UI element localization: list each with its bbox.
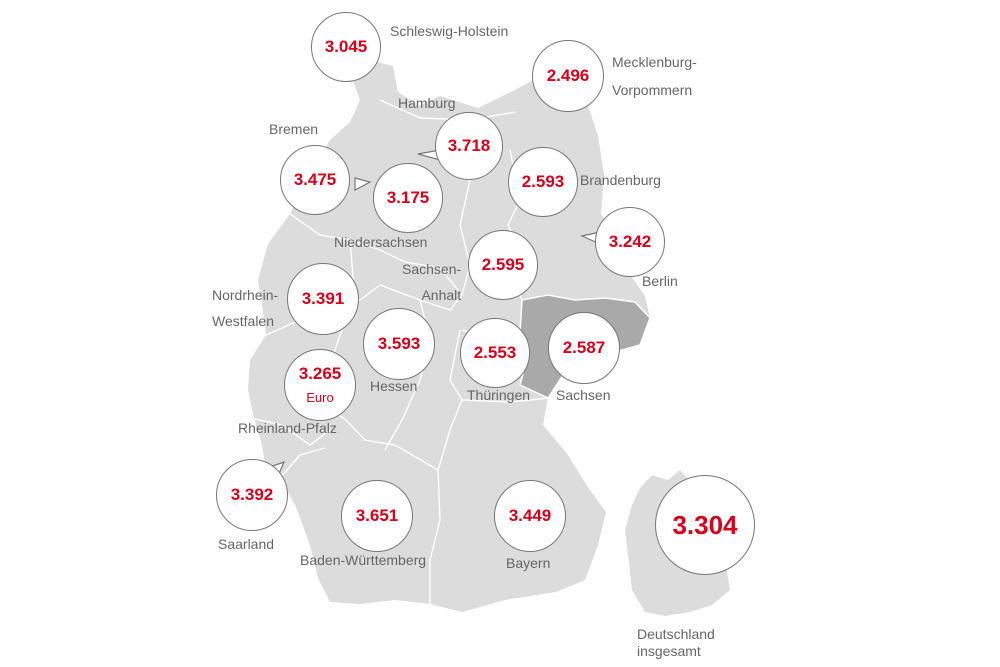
value-saarland: 3.392 bbox=[230, 484, 274, 504]
value-bremen: 3.475 bbox=[293, 169, 337, 189]
bubble-hessen: 3.593 bbox=[363, 308, 435, 380]
label-nordrhein-westfalen: Nordrhein- Westfalen bbox=[212, 287, 279, 329]
label-thueringen: Thüringen bbox=[467, 387, 531, 403]
label-deutschland-insgesamt: Deutschland insgesamt bbox=[637, 626, 715, 659]
label-baden-wuerttemberg: Baden-Württemberg bbox=[300, 552, 427, 568]
label-sachsen-anhalt: Sachsen- Anhalt bbox=[402, 261, 462, 303]
tail-bremen bbox=[354, 177, 372, 191]
value-thueringen: 2.553 bbox=[473, 342, 517, 362]
label-berlin: Berlin bbox=[642, 273, 678, 289]
label-hamburg: Hamburg bbox=[398, 95, 456, 111]
bubble-saarland: 3.392 bbox=[216, 459, 288, 531]
value-hamburg: 3.718 bbox=[447, 135, 491, 155]
bubble-nordrhein-westfalen: 3.391 bbox=[287, 263, 359, 335]
label-mecklenburg-vorpommern: Mecklenburg- Vorpommern bbox=[612, 54, 697, 98]
label-bremen: Bremen bbox=[269, 121, 319, 137]
bubble-niedersachsen: 3.175 bbox=[373, 163, 443, 233]
value-berlin: 3.242 bbox=[608, 231, 652, 251]
bubble-brandenburg: 2.593 bbox=[508, 147, 578, 217]
value-sachsen-anhalt: 2.595 bbox=[481, 254, 525, 274]
bubble-baden-wuerttemberg: 3.651 bbox=[341, 480, 413, 552]
value-schleswig-holstein: 3.045 bbox=[324, 36, 368, 56]
label-brandenburg: Brandenburg bbox=[580, 172, 661, 188]
value-niedersachsen: 3.175 bbox=[386, 187, 430, 207]
value-sachsen: 2.587 bbox=[562, 337, 606, 357]
label-hessen: Hessen bbox=[370, 378, 418, 394]
value-deutschland: 3.304 bbox=[672, 509, 738, 540]
label-sachsen: Sachsen bbox=[556, 387, 611, 403]
bubble-sachsen: 2.587 bbox=[548, 312, 620, 384]
bubble-deutschland: 3.304 bbox=[655, 475, 755, 575]
value-baden-wuerttemberg: 3.651 bbox=[355, 505, 399, 525]
value-rheinland-pfalz: 3.265 bbox=[298, 363, 342, 383]
bubble-bayern: 3.449 bbox=[494, 480, 566, 552]
bubble-mecklenburg-vorpommern: 2.496 bbox=[532, 40, 604, 112]
bubble-thueringen: 2.553 bbox=[460, 318, 530, 388]
value-hessen: 3.593 bbox=[377, 333, 421, 353]
bubble-schleswig-holstein: 3.045 bbox=[311, 12, 381, 82]
bubble-sachsen-anhalt: 2.595 bbox=[468, 230, 538, 300]
value-nordrhein-westfalen: 3.391 bbox=[301, 288, 345, 308]
label-saarland: Saarland bbox=[218, 536, 275, 552]
unit-label: Euro bbox=[306, 390, 334, 406]
label-schleswig-holstein: Schleswig-Holstein bbox=[390, 23, 509, 39]
value-brandenburg: 2.593 bbox=[521, 171, 565, 191]
label-niedersachsen: Niedersachsen bbox=[334, 234, 428, 250]
bubble-rheinland-pfalz: 3.265 Euro bbox=[284, 349, 356, 421]
label-bayern: Bayern bbox=[506, 555, 551, 571]
bubble-hamburg: 3.718 bbox=[435, 112, 503, 180]
bubble-berlin: 3.242 bbox=[595, 207, 665, 277]
value-bayern: 3.449 bbox=[508, 505, 552, 525]
bubble-bremen: 3.475 bbox=[280, 145, 350, 215]
value-mecklenburg-vorpommern: 2.496 bbox=[546, 65, 590, 85]
label-rheinland-pfalz: Rheinland-Pfalz bbox=[238, 420, 337, 436]
